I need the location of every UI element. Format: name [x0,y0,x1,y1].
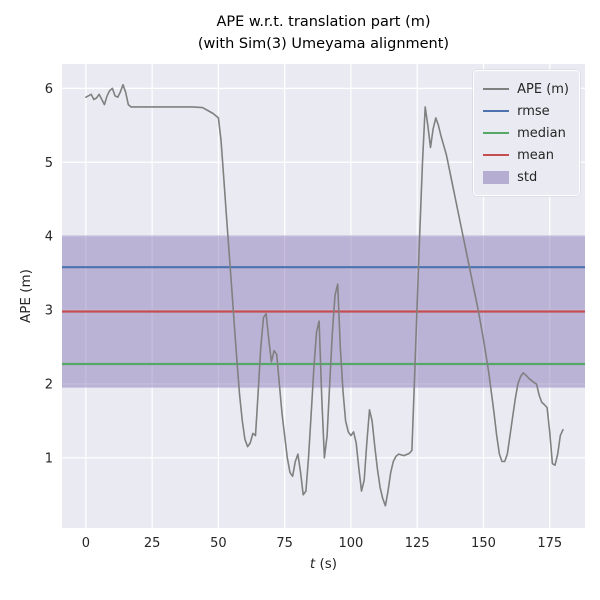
ape-series-line [85,83,564,507]
legend-median-label: median [517,125,566,141]
x-tick-label: 150 [471,536,496,551]
x-axis-label-unit: (s) [315,556,338,572]
y-tick-label: 6 [45,82,53,97]
y-tick-label: 1 [45,451,53,466]
y-tick-label: 3 [45,304,53,319]
y-axis-label: APE (m) [18,269,34,323]
legend-rmse-swatch [483,109,510,113]
legend-mean-label: mean [517,147,554,163]
chart-title-line1: APE w.r.t. translation part (m) [216,14,431,30]
legend-item-ape: APE (m) [483,78,569,100]
x-axis-label-var: t [309,556,316,572]
legend-item-std: std [483,166,569,188]
y-tick-label: 2 [45,377,53,392]
y-tick-label: 5 [45,156,53,171]
x-tick-label: 125 [405,536,430,551]
legend-rmse-label: rmse [517,103,550,119]
x-tick-label: 175 [537,536,562,551]
x-axis-label: t (s) [62,556,585,572]
legend-std-swatch [483,170,510,184]
legend-item-median: median [483,122,569,144]
chart-title: APE w.r.t. translation part (m) (with Si… [62,12,585,56]
y-tick-label: 4 [45,230,53,245]
legend: APE (m) rmse median mean std [473,70,580,196]
chart-title-line2: (with Sim(3) Umeyama alignment) [197,35,450,52]
x-tick-label: 0 [82,536,90,551]
x-tick-label: 75 [276,536,293,551]
legend-median-swatch [483,131,510,135]
x-tick-label: 25 [144,536,161,551]
legend-item-rmse: rmse [483,100,569,122]
legend-item-mean: mean [483,144,569,166]
legend-ape-label: APE (m) [517,81,569,97]
x-tick-label: 100 [339,536,364,551]
legend-ape-swatch [483,87,510,91]
legend-mean-swatch [483,153,510,157]
x-tick-label: 50 [210,536,227,551]
legend-std-label: std [517,169,538,185]
